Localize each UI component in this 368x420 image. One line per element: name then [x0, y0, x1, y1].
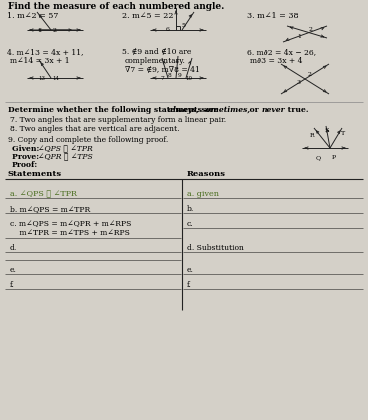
Text: 2: 2 — [308, 72, 312, 77]
Text: T: T — [341, 131, 345, 136]
Text: 1: 1 — [37, 28, 41, 33]
Text: or: or — [247, 106, 261, 114]
Text: 13: 13 — [38, 76, 45, 81]
Text: b.: b. — [187, 205, 194, 213]
Text: always, sometimes,: always, sometimes, — [168, 106, 250, 114]
Text: 5: 5 — [181, 23, 185, 28]
Text: 6. m∂2 = 4x − 26,: 6. m∂2 = 4x − 26, — [247, 48, 316, 56]
Text: 7: 7 — [160, 76, 164, 81]
Text: 2: 2 — [309, 27, 313, 32]
Text: 8. Two angles that are vertical are adjacent.: 8. Two angles that are vertical are adja… — [10, 125, 180, 133]
Text: Q: Q — [316, 155, 321, 160]
Text: 14: 14 — [52, 76, 59, 81]
Text: e.: e. — [10, 266, 17, 274]
Text: a. ∠QPS ≅ ∠TPR: a. ∠QPS ≅ ∠TPR — [10, 190, 77, 198]
Text: Reasons: Reasons — [187, 170, 226, 178]
Text: Determine whether the following statements are: Determine whether the following statemen… — [8, 106, 221, 114]
Text: 1. m∠2 = 57: 1. m∠2 = 57 — [7, 12, 59, 20]
Text: m∠TPR = m∠TPS + m∠RPS: m∠TPR = m∠TPS + m∠RPS — [10, 229, 130, 237]
Text: f.: f. — [187, 281, 192, 289]
Text: ∇7 = ∉9, m∇8 = 41: ∇7 = ∉9, m∇8 = 41 — [125, 66, 200, 74]
Text: d. Substitution: d. Substitution — [187, 244, 244, 252]
Text: ∠QPR ≅ ∠TPS: ∠QPR ≅ ∠TPS — [38, 153, 93, 161]
Text: Prove:: Prove: — [12, 153, 42, 161]
Text: f.: f. — [10, 281, 15, 289]
Text: 10: 10 — [185, 76, 192, 81]
Text: 1: 1 — [297, 34, 301, 39]
Text: S: S — [324, 128, 328, 133]
Text: 3: 3 — [296, 80, 300, 85]
Text: m∠14 = 3x + 1: m∠14 = 3x + 1 — [10, 57, 70, 65]
Text: 4. m∠13 = 4x + 11,: 4. m∠13 = 4x + 11, — [7, 48, 84, 56]
Text: P: P — [332, 155, 336, 160]
Text: c. m∠QPS = m∠QPR + m∠RPS: c. m∠QPS = m∠QPR + m∠RPS — [10, 220, 131, 228]
Text: e.: e. — [187, 266, 194, 274]
Text: Find the measure of each numbered angle.: Find the measure of each numbered angle. — [8, 2, 224, 11]
Text: Statements: Statements — [8, 170, 62, 178]
Text: c.: c. — [187, 220, 194, 228]
Text: 9. Copy and complete the following proof.: 9. Copy and complete the following proof… — [8, 136, 168, 144]
Text: Proof:: Proof: — [12, 161, 38, 169]
Text: 2: 2 — [53, 28, 57, 33]
Text: b. m∠QPS = m∠TPR: b. m∠QPS = m∠TPR — [10, 205, 90, 213]
Text: m∂3 = 3x + 4: m∂3 = 3x + 4 — [250, 57, 302, 65]
Text: never: never — [262, 106, 286, 114]
Text: 2. m∠5 = 22: 2. m∠5 = 22 — [122, 12, 173, 20]
Text: R: R — [310, 133, 315, 138]
Text: 8: 8 — [168, 73, 172, 78]
Text: Given:: Given: — [12, 145, 42, 153]
Text: 3. m∠1 = 38: 3. m∠1 = 38 — [247, 12, 298, 20]
Text: 6: 6 — [166, 27, 170, 32]
Text: 9: 9 — [178, 73, 182, 78]
Text: complementary.: complementary. — [125, 57, 186, 65]
Text: 5. ∉9 and ∉10 are: 5. ∉9 and ∉10 are — [122, 48, 191, 56]
Text: true.: true. — [285, 106, 308, 114]
Text: a. given: a. given — [187, 190, 219, 198]
Text: ∠QPS ≅ ∠TPR: ∠QPS ≅ ∠TPR — [38, 145, 93, 153]
Text: 7. Two angles that are supplementary form a linear pair.: 7. Two angles that are supplementary for… — [10, 116, 226, 124]
Text: d.: d. — [10, 244, 17, 252]
